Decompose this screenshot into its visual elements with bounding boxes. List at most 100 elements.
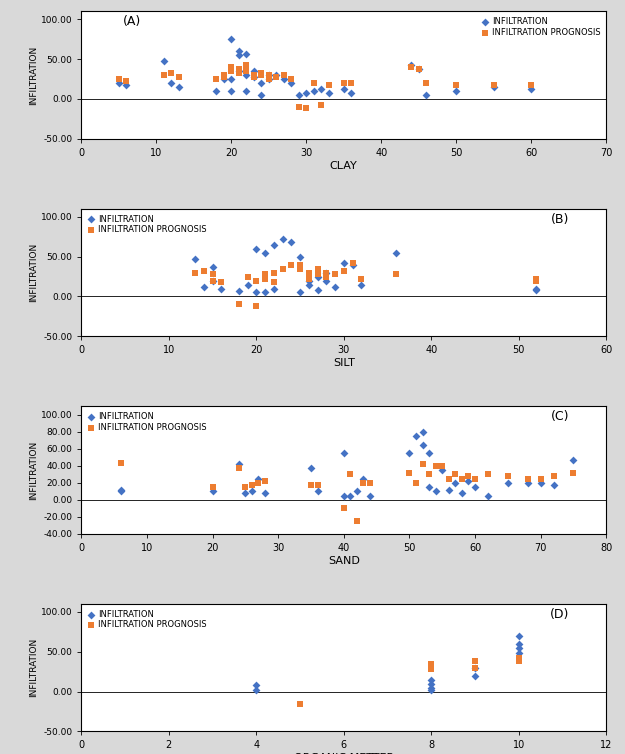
INFILTRATION PROGNOSIS xyxy=(321,271,331,283)
INFILTRATION xyxy=(503,477,512,489)
INFILTRATION xyxy=(411,430,421,442)
X-axis label: CLAY: CLAY xyxy=(330,161,357,170)
INFILTRATION PROGNOSIS xyxy=(279,69,289,81)
INFILTRATION PROGNOSIS xyxy=(216,276,226,288)
INFILTRATION xyxy=(251,679,261,691)
INFILTRATION xyxy=(431,486,441,498)
INFILTRATION xyxy=(316,84,326,96)
INFILTRATION PROGNOSIS xyxy=(260,273,270,285)
INFILTRATION PROGNOSIS xyxy=(426,664,436,676)
INFILTRATION xyxy=(116,486,126,498)
INFILTRATION xyxy=(531,284,541,296)
INFILTRATION xyxy=(421,89,431,101)
INFILTRATION PROGNOSIS xyxy=(451,78,461,90)
INFILTRATION xyxy=(251,684,261,696)
INFILTRATION xyxy=(264,69,274,81)
INFILTRATION xyxy=(208,486,217,498)
INFILTRATION PROGNOSIS xyxy=(464,470,474,482)
INFILTRATION xyxy=(444,483,454,495)
INFILTRATION xyxy=(470,481,480,493)
INFILTRATION PROGNOSIS xyxy=(306,479,316,491)
INFILTRATION xyxy=(278,233,288,245)
INFILTRATION xyxy=(426,673,436,685)
INFILTRATION xyxy=(226,73,236,85)
INFILTRATION xyxy=(526,84,536,96)
INFILTRATION xyxy=(234,65,244,77)
INFILTRATION PROGNOSIS xyxy=(406,61,416,73)
INFILTRATION PROGNOSIS xyxy=(166,67,176,79)
Legend: INFILTRATION, INFILTRATION PROGNOSIS: INFILTRATION, INFILTRATION PROGNOSIS xyxy=(86,411,208,434)
INFILTRATION PROGNOSIS xyxy=(240,481,250,493)
INFILTRATION PROGNOSIS xyxy=(522,473,532,485)
INFILTRATION xyxy=(324,87,334,99)
INFILTRATION xyxy=(226,33,236,45)
INFILTRATION PROGNOSIS xyxy=(339,502,349,514)
INFILTRATION PROGNOSIS xyxy=(208,481,217,493)
INFILTRATION xyxy=(339,447,349,459)
INFILTRATION PROGNOSIS xyxy=(312,479,322,491)
INFILTRATION PROGNOSIS xyxy=(251,300,261,312)
INFILTRATION xyxy=(249,71,259,83)
INFILTRATION xyxy=(269,283,279,295)
Legend: INFILTRATION, INFILTRATION PROGNOSIS: INFILTRATION, INFILTRATION PROGNOSIS xyxy=(479,16,602,38)
INFILTRATION PROGNOSIS xyxy=(256,67,266,79)
INFILTRATION PROGNOSIS xyxy=(316,100,326,112)
INFILTRATION xyxy=(426,684,436,696)
INFILTRATION PROGNOSIS xyxy=(159,69,169,81)
INFILTRATION xyxy=(242,278,252,290)
INFILTRATION PROGNOSIS xyxy=(199,265,209,277)
INFILTRATION xyxy=(352,486,362,498)
INFILTRATION xyxy=(424,481,434,493)
INFILTRATION PROGNOSIS xyxy=(254,477,264,489)
INFILTRATION xyxy=(514,642,524,654)
INFILTRATION PROGNOSIS xyxy=(114,73,124,85)
INFILTRATION PROGNOSIS xyxy=(514,655,524,667)
INFILTRATION PROGNOSIS xyxy=(241,65,251,77)
INFILTRATION xyxy=(404,447,414,459)
INFILTRATION xyxy=(271,69,281,81)
INFILTRATION xyxy=(216,283,226,295)
INFILTRATION PROGNOSIS xyxy=(211,73,221,85)
INFILTRATION xyxy=(457,487,467,499)
INFILTRATION PROGNOSIS xyxy=(234,299,244,311)
INFILTRATION xyxy=(241,69,251,81)
INFILTRATION xyxy=(536,477,546,489)
INFILTRATION xyxy=(489,81,499,93)
INFILTRATION xyxy=(321,267,331,279)
INFILTRATION PROGNOSIS xyxy=(356,273,366,285)
INFILTRATION PROGNOSIS xyxy=(121,75,131,87)
INFILTRATION PROGNOSIS xyxy=(470,655,480,667)
Text: (C): (C) xyxy=(551,410,569,423)
INFILTRATION xyxy=(260,247,270,259)
INFILTRATION PROGNOSIS xyxy=(457,473,467,485)
INFILTRATION xyxy=(309,85,319,97)
INFILTRATION xyxy=(549,479,559,491)
INFILTRATION PROGNOSIS xyxy=(251,274,261,287)
INFILTRATION PROGNOSIS xyxy=(269,267,279,279)
INFILTRATION PROGNOSIS xyxy=(489,79,499,91)
INFILTRATION PROGNOSIS xyxy=(526,79,536,91)
INFILTRATION xyxy=(234,285,244,297)
INFILTRATION xyxy=(348,259,358,271)
INFILTRATION PROGNOSIS xyxy=(249,69,259,81)
INFILTRATION PROGNOSIS xyxy=(426,657,436,670)
INFILTRATION PROGNOSIS xyxy=(234,67,244,79)
INFILTRATION xyxy=(470,661,480,673)
INFILTRATION PROGNOSIS xyxy=(549,470,559,482)
INFILTRATION PROGNOSIS xyxy=(286,259,296,271)
INFILTRATION xyxy=(269,239,279,251)
INFILTRATION PROGNOSIS xyxy=(241,60,251,72)
INFILTRATION xyxy=(450,477,460,489)
INFILTRATION PROGNOSIS xyxy=(348,257,358,269)
INFILTRATION PROGNOSIS xyxy=(295,262,305,274)
INFILTRATION PROGNOSIS xyxy=(470,661,480,673)
INFILTRATION xyxy=(569,454,579,466)
INFILTRATION xyxy=(418,426,428,438)
INFILTRATION xyxy=(114,77,124,89)
INFILTRATION xyxy=(356,279,366,291)
INFILTRATION xyxy=(365,489,375,501)
INFILTRATION xyxy=(240,487,250,499)
INFILTRATION xyxy=(247,486,257,498)
INFILTRATION PROGNOSIS xyxy=(295,259,305,271)
INFILTRATION PROGNOSIS xyxy=(483,468,493,480)
